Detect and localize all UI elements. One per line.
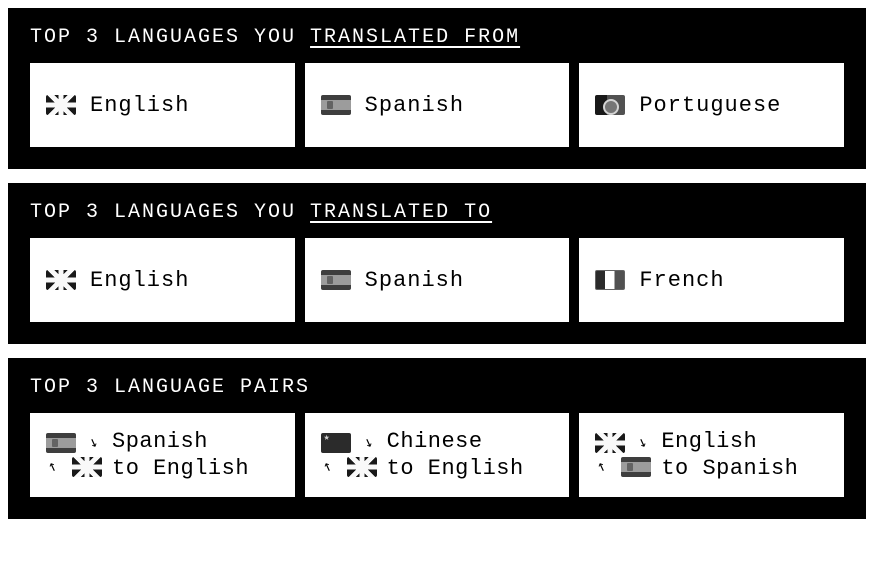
lang-card: French [579,238,844,322]
arrow-icon: ↘ [87,434,101,451]
arrow-icon: ↘ [595,459,609,476]
arrow-icon: ↘ [46,459,60,476]
flag-icon [595,270,625,290]
panel-title-to: TOP 3 LANGUAGES YOU TRANSLATED TO [30,201,844,224]
pair-target-label: to English [387,455,524,483]
flag-icon [621,457,651,477]
title-underlined: TRANSLATED FROM [310,26,520,49]
lang-card: English [30,63,295,147]
cards-row-pairs: ↘ ↘ Spanish to English ↘ ↘ C [30,413,844,497]
flag-icon [595,433,625,453]
flag-icon [46,95,76,115]
panel-title-pairs: TOP 3 LANGUAGE PAIRS [30,376,844,399]
panel-title-from: TOP 3 LANGUAGES YOU TRANSLATED FROM [30,26,844,49]
flag-icon [595,95,625,115]
pair-source-label: English [661,428,798,456]
title-text: TOP 3 LANGUAGE PAIRS [30,376,310,399]
cards-row-to: English Spanish French [30,238,844,322]
cards-row-from: English Spanish Portuguese [30,63,844,147]
pair-source-label: Spanish [112,428,249,456]
pair-flags-icon: ↘ ↘ [321,431,377,479]
panel-translated-to: TOP 3 LANGUAGES YOU TRANSLATED TO Englis… [8,183,866,344]
pair-card: ↘ ↘ English to Spanish [579,413,844,497]
pair-source-label: Chinese [387,428,524,456]
pair-flags-icon: ↘ ↘ [46,431,102,479]
lang-card: Portuguese [579,63,844,147]
arrow-icon: ↘ [320,459,334,476]
panel-translated-from: TOP 3 LANGUAGES YOU TRANSLATED FROM Engl… [8,8,866,169]
pair-card: ↘ ↘ Chinese to English [305,413,570,497]
pair-target-label: to English [112,455,249,483]
lang-card: Spanish [305,238,570,322]
title-prefix: TOP 3 LANGUAGES YOU [30,26,310,49]
pair-card: ↘ ↘ Spanish to English [30,413,295,497]
lang-name: English [90,93,189,118]
lang-name: English [90,268,189,293]
flag-icon [321,270,351,290]
flag-icon [72,457,102,477]
lang-name: French [639,268,724,293]
arrow-icon: ↘ [361,434,375,451]
flag-icon [321,95,351,115]
lang-name: Spanish [365,93,464,118]
arrow-icon: ↘ [636,434,650,451]
lang-name: Spanish [365,268,464,293]
lang-card: Spanish [305,63,570,147]
lang-card: English [30,238,295,322]
panel-language-pairs: TOP 3 LANGUAGE PAIRS ↘ ↘ Spanish to Engl… [8,358,866,519]
pair-flags-icon: ↘ ↘ [595,431,651,479]
flag-icon [46,270,76,290]
pair-target-label: to Spanish [661,455,798,483]
flag-icon [347,457,377,477]
title-underlined: TRANSLATED TO [310,201,492,224]
lang-name: Portuguese [639,93,781,118]
title-prefix: TOP 3 LANGUAGES YOU [30,201,310,224]
flag-icon [46,433,76,453]
flag-icon [321,433,351,453]
